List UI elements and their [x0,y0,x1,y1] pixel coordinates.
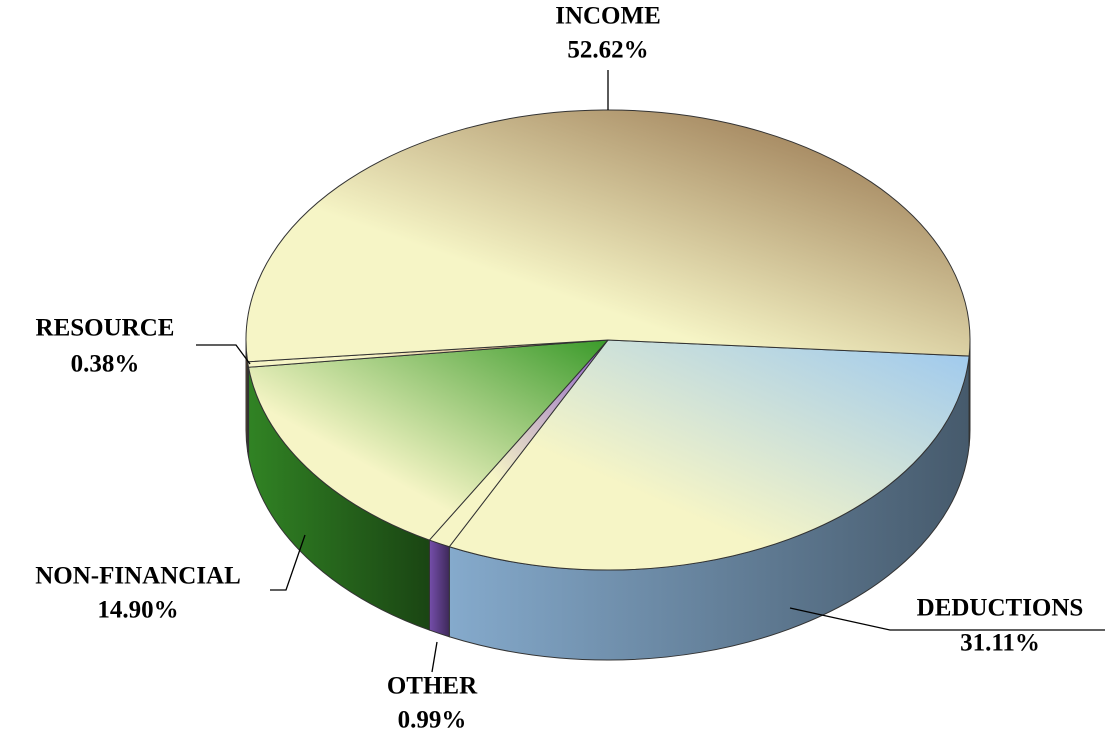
slice [247,339,610,541]
slice [245,109,971,363]
category-label: NON-FINANCIAL [35,563,241,590]
slice [448,339,970,571]
value-label: 0.38% [71,351,140,378]
leader-line [789,607,1105,631]
value-label: 31.11% [960,630,1040,657]
leader-line [431,641,438,673]
category-label: RESOURCE [36,315,175,342]
category-label: OTHER [387,673,478,700]
leader-line [196,344,251,365]
value-label: 52.62% [567,37,648,64]
category-label: DEDUCTIONS [917,595,1084,622]
category-label: INCOME [555,3,661,30]
value-label: 14.90% [97,597,178,624]
value-label: 0.99% [398,707,467,734]
leader-line [270,534,306,591]
slice-side [428,539,450,638]
